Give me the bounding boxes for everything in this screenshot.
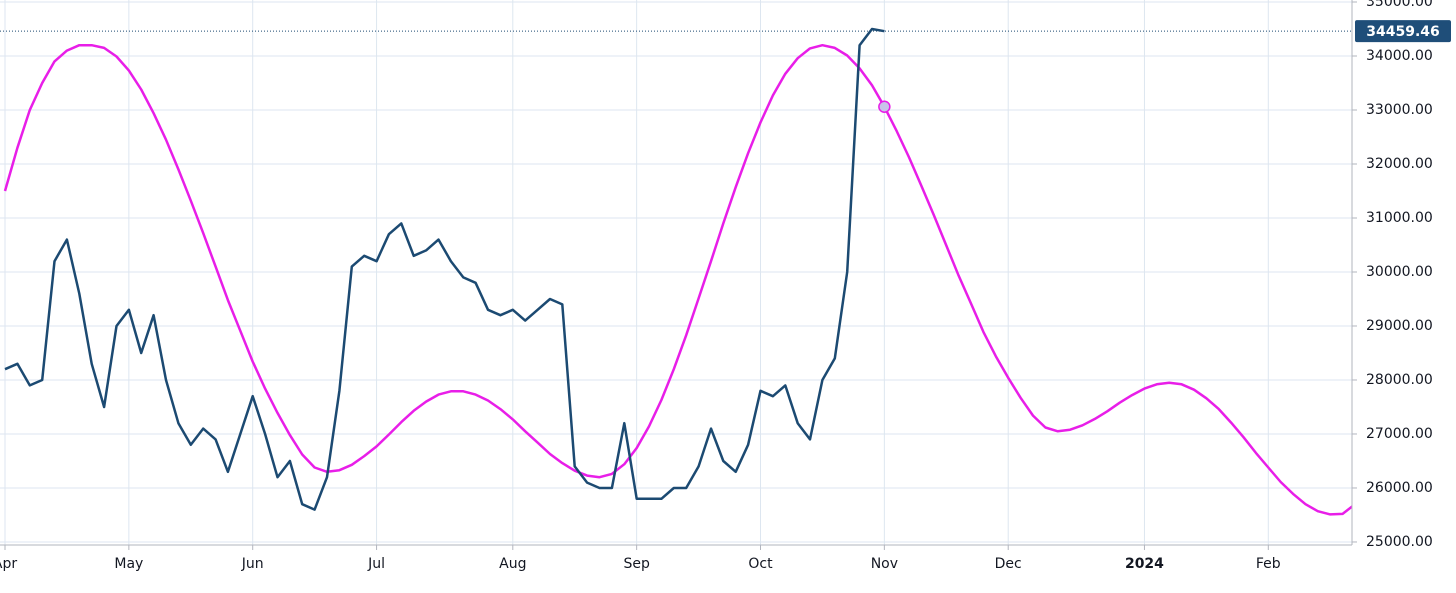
y-tick-label: 29000.00 — [1366, 318, 1433, 334]
cycle-marker — [878, 100, 891, 114]
price-badge-label: 34459.46 — [1366, 24, 1440, 40]
x-tick-label: Feb — [1256, 556, 1281, 572]
y-tick-label: 34000.00 — [1366, 48, 1433, 64]
y-tick-label: 30000.00 — [1366, 264, 1433, 280]
x-tick-label: Oct — [748, 556, 773, 572]
series-line — [4, 27, 885, 511]
x-tick-label: Sep — [623, 556, 650, 572]
y-tick-label: 28000.00 — [1366, 372, 1433, 388]
axis-panel — [1352, 0, 1456, 589]
y-tick-label: 32000.00 — [1366, 156, 1433, 172]
y-tick-label: 26000.00 — [1366, 480, 1433, 496]
x-tick-label: Jul — [367, 556, 385, 572]
series-line — [3, 43, 1356, 516]
price-badge — [1355, 20, 1451, 43]
x-tick-label: Aug — [499, 556, 526, 572]
x-tick-label: Nov — [871, 556, 898, 572]
x-tick-label: May — [114, 556, 143, 572]
x-tick-label: Dec — [995, 556, 1022, 572]
y-tick-label: 27000.00 — [1366, 426, 1433, 442]
y-tick-label: 25000.00 — [1366, 534, 1433, 550]
x-tick-label: Jun — [241, 556, 264, 572]
y-tick-label: 31000.00 — [1366, 210, 1433, 226]
x-tick-label: Apr — [0, 556, 17, 572]
x-tick-label: 2024 — [1125, 556, 1164, 572]
y-tick-label: 35000.00 — [1366, 0, 1433, 10]
y-tick-label: 33000.00 — [1366, 102, 1433, 118]
